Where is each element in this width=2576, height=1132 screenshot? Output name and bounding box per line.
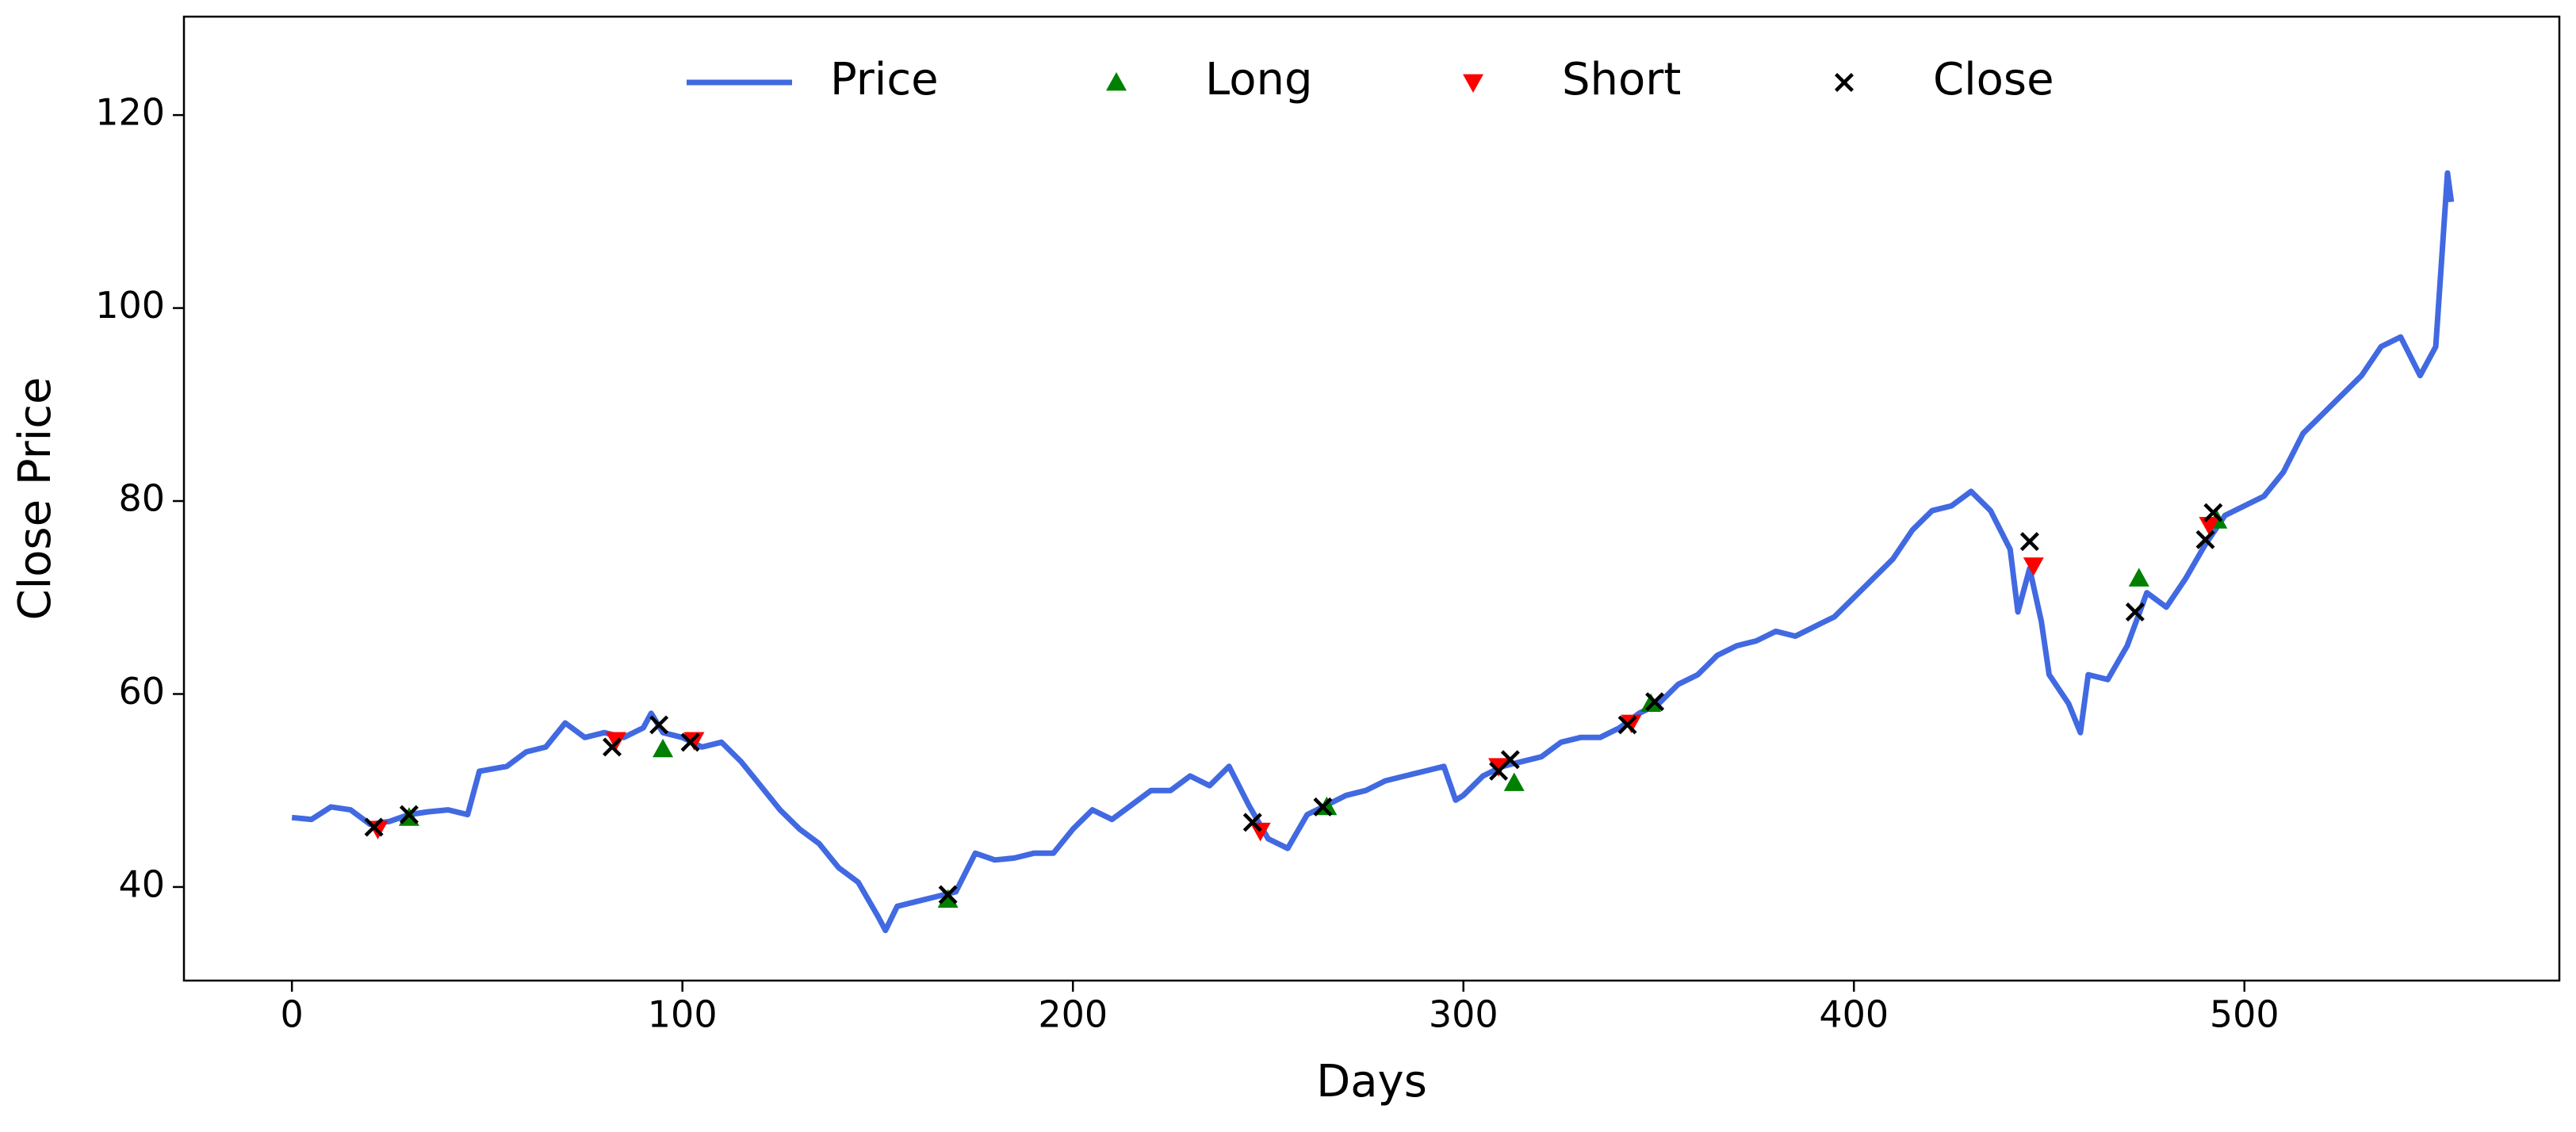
trade-marker: [2203, 503, 2223, 522]
marker-shape: [649, 715, 669, 735]
trade-marker: [2023, 557, 2044, 576]
x-tick-label: 500: [2210, 993, 2279, 1036]
trade-marker: [2019, 532, 2039, 552]
marker-shape: [2199, 517, 2220, 536]
trade-marker: [683, 732, 705, 751]
marker-shape: [1640, 693, 1662, 713]
trade-marker: [1242, 813, 1262, 832]
y-tick-label: 120: [95, 91, 165, 134]
legend-swatch: [1463, 74, 1483, 93]
marker-shape: [364, 817, 384, 837]
y-tick-label: 40: [118, 862, 165, 905]
marker-shape: [683, 732, 705, 751]
marker-shape: [1463, 74, 1483, 93]
marker-shape: [1313, 797, 1333, 816]
trade-marker: [2199, 517, 2220, 536]
trade-marker: [1313, 797, 1333, 816]
trade-marker: [680, 732, 700, 752]
x-tick-label: 0: [281, 993, 304, 1036]
marker-shape: [1503, 772, 1525, 791]
marker-shape: [399, 805, 419, 824]
marker-shape: [2195, 530, 2215, 549]
trade-marker: [399, 805, 419, 824]
trade-marker: [364, 817, 384, 837]
trade-marker: [938, 885, 958, 904]
legend-swatch: [1106, 72, 1127, 91]
trade-marker: [1621, 714, 1642, 734]
marker-shape: [2128, 568, 2149, 587]
y-tick-label: 80: [118, 477, 165, 520]
marker-shape: [1835, 73, 1854, 92]
trade-marker: [2125, 602, 2145, 622]
trade-marker: [603, 737, 622, 757]
legend-label: Short: [1562, 54, 1681, 105]
trade-marker: [1617, 715, 1637, 735]
marker-shape: [2125, 602, 2145, 622]
marker-shape: [2019, 532, 2039, 552]
plot-frame: [182, 15, 2561, 982]
trade-marker: [1645, 692, 1665, 712]
y-tick-label: 60: [118, 670, 165, 713]
trade-marker: [2128, 568, 2149, 587]
marker-shape: [680, 732, 700, 752]
legend-label: Close: [1933, 54, 2054, 105]
trade-marker: [1503, 772, 1525, 791]
x-tick-label: 400: [1819, 993, 1889, 1036]
trade-marker: [1500, 750, 1520, 770]
legend-label: Long: [1205, 54, 1313, 105]
y-tick-label: 100: [95, 284, 165, 327]
marker-shape: [603, 737, 622, 757]
trade-marker: [649, 715, 669, 735]
y-axis-label: Close Price: [10, 377, 61, 621]
legend-swatch: [1835, 73, 1854, 92]
trade-marker: [653, 738, 674, 758]
trade-marker: [2195, 530, 2215, 549]
marker-shape: [2023, 557, 2044, 576]
marker-shape: [1621, 714, 1642, 734]
marker-shape: [1488, 758, 1510, 777]
marker-shape: [1242, 813, 1262, 832]
x-axis-label: Days: [1316, 1056, 1427, 1107]
marker-shape: [1645, 692, 1665, 712]
trade-marker: [1640, 693, 1662, 713]
x-tick-label: 200: [1038, 993, 1108, 1036]
marker-shape: [1106, 72, 1127, 91]
marker-shape: [1500, 750, 1520, 770]
price-line: [291, 170, 2455, 934]
marker-shape: [937, 889, 959, 908]
x-tick-label: 300: [1429, 993, 1499, 1036]
trade-marker: [937, 889, 959, 908]
trade-marker: [1488, 758, 1510, 777]
marker-shape: [2203, 503, 2223, 522]
x-tick-label: 100: [648, 993, 718, 1036]
marker-shape: [653, 738, 674, 758]
legend-label: Price: [830, 54, 939, 105]
marker-shape: [1617, 715, 1637, 735]
marker-shape: [938, 885, 958, 904]
